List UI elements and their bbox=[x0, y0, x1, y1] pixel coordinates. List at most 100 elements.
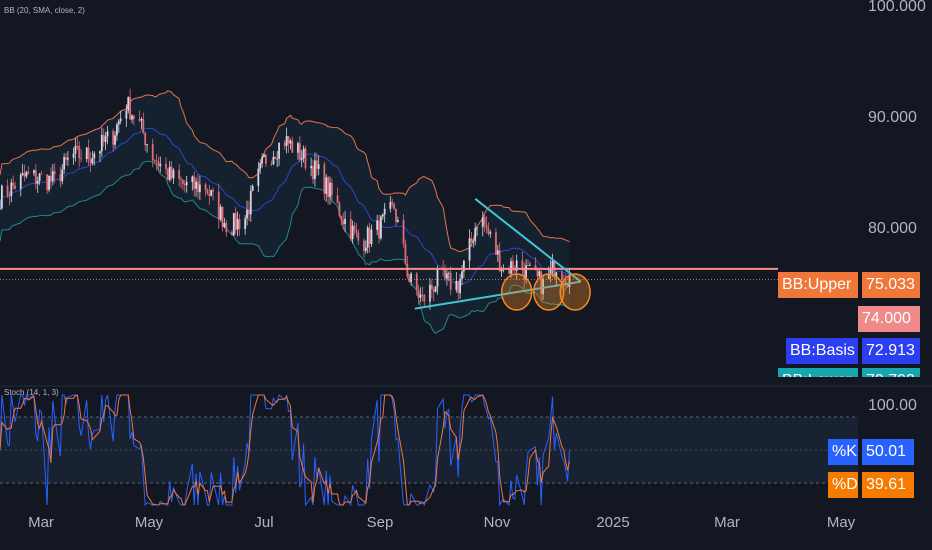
candle-body bbox=[523, 270, 526, 280]
price-tick-label: 90.000 bbox=[868, 109, 917, 126]
candle-body bbox=[430, 284, 433, 290]
candle-body bbox=[297, 143, 299, 153]
candle-body bbox=[547, 273, 550, 279]
candle-body bbox=[50, 176, 52, 182]
candle-body bbox=[72, 153, 75, 158]
candle-body bbox=[270, 163, 273, 165]
candle-body bbox=[421, 294, 424, 296]
candle-body bbox=[304, 148, 307, 169]
candle-body bbox=[470, 238, 473, 242]
price-tick-label: 100.000 bbox=[868, 0, 926, 15]
candle-body bbox=[525, 265, 528, 280]
candle-body bbox=[376, 220, 379, 230]
last-price-tag: 74.000 bbox=[858, 306, 920, 332]
candle-body bbox=[381, 214, 384, 217]
candle-body bbox=[561, 272, 563, 280]
candle-body bbox=[325, 177, 328, 194]
candle-body bbox=[198, 184, 201, 193]
candle-body bbox=[404, 243, 407, 264]
candle-body bbox=[349, 218, 352, 240]
candle-body bbox=[527, 265, 529, 267]
candle-body bbox=[142, 119, 145, 133]
candle-body bbox=[542, 278, 544, 295]
candle-body bbox=[129, 97, 132, 120]
candle-body bbox=[364, 247, 367, 251]
candle-body bbox=[249, 190, 252, 215]
candle-body bbox=[395, 208, 397, 222]
bb-lower-name-tag: BB:Lower bbox=[778, 368, 858, 377]
candle-body bbox=[389, 201, 392, 209]
candle-body bbox=[496, 250, 499, 255]
candle-body bbox=[12, 182, 15, 186]
stoch-tick-label: 100.00 bbox=[868, 397, 917, 414]
candle-body bbox=[323, 164, 326, 194]
candle-body bbox=[165, 163, 167, 169]
candle-body bbox=[193, 176, 196, 189]
candle-body bbox=[6, 185, 9, 196]
candle-body bbox=[23, 173, 26, 177]
candle-body bbox=[508, 268, 511, 274]
stoch-d-name-tag: %D bbox=[828, 472, 858, 498]
candle-body bbox=[353, 225, 356, 231]
bb-indicator-label[interactable]: BB (20, SMA, close, 2) bbox=[4, 6, 85, 15]
candle-body bbox=[10, 182, 13, 196]
candle-body bbox=[85, 147, 88, 160]
bb-lower-line bbox=[0, 160, 570, 335]
candle-body bbox=[116, 124, 118, 136]
price-tick-label: 80.000 bbox=[868, 220, 917, 237]
candle-body bbox=[221, 206, 224, 228]
candle-body bbox=[151, 144, 154, 161]
candle-body bbox=[432, 289, 435, 292]
candle-body bbox=[415, 273, 418, 291]
candle-body bbox=[78, 146, 81, 159]
candle-body bbox=[219, 206, 222, 220]
candle-body bbox=[225, 223, 228, 233]
stoch-indicator-label[interactable]: Stoch (14, 1, 3) bbox=[4, 388, 59, 397]
candle-body bbox=[447, 272, 450, 274]
candle-body bbox=[140, 119, 143, 121]
candle-body bbox=[195, 181, 198, 189]
candle-body bbox=[19, 174, 22, 189]
candle-body bbox=[166, 168, 169, 180]
candle-body bbox=[278, 142, 280, 159]
candle-body bbox=[25, 171, 28, 177]
candle-body bbox=[182, 179, 184, 184]
candle-body bbox=[383, 208, 386, 215]
candle-body bbox=[38, 173, 41, 181]
candle-body bbox=[119, 118, 122, 122]
candle-body bbox=[513, 270, 516, 272]
candle-body bbox=[521, 260, 524, 271]
candle-body bbox=[99, 151, 101, 154]
candle-body bbox=[474, 228, 477, 242]
candle-body bbox=[172, 170, 175, 179]
candle-body bbox=[515, 260, 518, 271]
candle-body bbox=[510, 261, 512, 274]
candle-body bbox=[210, 190, 213, 196]
candle-body bbox=[500, 269, 503, 272]
candle-body bbox=[66, 157, 69, 160]
candle-body bbox=[344, 218, 346, 225]
candle-body bbox=[536, 269, 539, 277]
candle-body bbox=[336, 195, 339, 204]
time-label: May bbox=[134, 514, 164, 531]
candle-body bbox=[274, 156, 277, 159]
candle-body bbox=[36, 180, 39, 184]
price-pane bbox=[0, 88, 932, 387]
candle-body bbox=[285, 136, 288, 146]
candle-body bbox=[238, 219, 241, 230]
candle-body bbox=[485, 224, 488, 229]
candle-body bbox=[146, 144, 148, 146]
candle-body bbox=[314, 160, 316, 180]
candle-body bbox=[551, 260, 554, 268]
candle-body bbox=[14, 185, 16, 189]
time-label: Nov bbox=[483, 514, 511, 531]
stoch-k-name-tag: %K bbox=[828, 439, 858, 465]
candle-body bbox=[27, 171, 30, 174]
candle-body bbox=[159, 163, 162, 167]
candle-body bbox=[408, 276, 411, 282]
candle-body bbox=[157, 161, 160, 167]
candle-body bbox=[46, 174, 49, 191]
bb-lower-value-tag: 70.793 bbox=[862, 368, 920, 377]
candle-body bbox=[549, 267, 552, 274]
